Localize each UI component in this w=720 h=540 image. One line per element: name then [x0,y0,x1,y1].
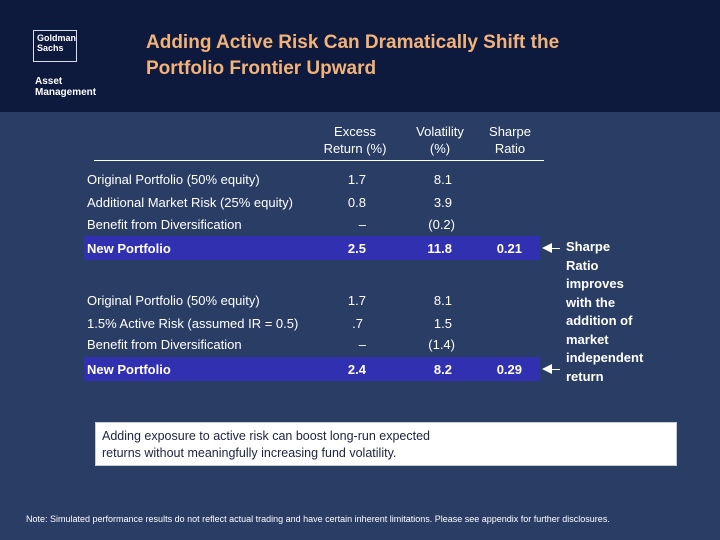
slide-body [0,112,720,540]
header-sharpe-line-2: Ratio [494,141,526,156]
new-portfolio-highlight-2 [84,357,540,381]
title-line-1: Adding Active Risk Can Dramatically Shif… [146,32,560,53]
logo-sub-line-1: Asset [35,76,63,87]
callout-line: independent [566,350,644,365]
cell-volatility: 3.9 [433,195,452,210]
callout-line: Ratio [566,257,599,273]
header-divider [94,160,544,161]
column-header-excess-return: Excess Return (%) [305,123,405,157]
header-vol-line-2: (%) [429,141,451,156]
row-label: Original Portfolio (50% equity) [87,293,260,308]
row-label: Benefit from Diversification [87,337,242,352]
total-label: New Portfolio [87,362,171,377]
cell-excess: – [358,217,366,232]
cell-volatility: (0.2) [428,217,455,232]
arrow-shaft [552,248,560,249]
slide-title: Adding Active Risk Can Dramatically Shif… [146,30,686,82]
callout-line: improves [566,276,624,291]
row-label: Benefit from Diversification [87,217,242,232]
row-label: 1.5% Active Risk (assumed IR = 0.5) [87,316,299,331]
column-header-volatility: Volatility (%) [400,123,480,157]
total-sharpe: 0.21 [496,241,522,256]
callout-line: return [566,368,604,384]
summary-line-2: returns without meaningfully increasing … [102,446,397,460]
cell-excess: 0.8 [347,195,366,210]
total-volatility: 11.8 [427,241,452,256]
callout-line: addition of [566,313,633,328]
header-bar: Goldman Sachs Asset Management Adding Ac… [0,0,720,112]
total-sharpe: 0.29 [496,362,522,377]
summary-line-1: Adding exposure to active risk can boost… [102,429,430,443]
callout-line: market [566,331,609,347]
header-vol-line-1: Volatility [416,124,464,139]
cell-excess: 1.7 [347,172,366,187]
summary-note-box: Adding exposure to active risk can boost… [95,422,677,466]
logo-sub-line-2: Management [35,87,97,98]
header-sharpe-line-1: Sharpe [489,124,531,139]
company-logo: Goldman Sachs [33,30,77,62]
header-excess-line-1: Excess [334,124,376,139]
callout-line: Sharpe [566,239,611,254]
cell-excess: 1.7 [347,293,366,308]
cell-volatility: 8.1 [433,172,452,187]
row-label: Additional Market Risk (25% equity) [87,195,293,210]
callout-line: with the [566,294,616,310]
logo-line-1: Goldman [37,33,77,43]
logo-line-2: Sachs [37,43,64,53]
disclosure-footnote: Note: Simulated performance results do n… [26,514,610,524]
column-header-sharpe: Sharpe Ratio [480,123,540,157]
title-line-2: Portfolio Frontier Upward [146,58,377,79]
arrow-left-icon [542,364,552,374]
cell-volatility: 1.5 [433,316,452,331]
sharpe-callout: Sharpe Ratio improves with the addition … [566,238,676,386]
total-excess: 2.5 [347,241,366,256]
new-portfolio-highlight-1 [84,236,540,260]
header-excess-line-2: Return (%) [323,141,387,156]
logo-subtitle: Asset Management [35,76,96,98]
cell-excess: .7 [352,316,363,331]
arrow-left-icon [542,243,552,253]
cell-excess: – [358,337,366,352]
row-label: Original Portfolio (50% equity) [87,172,260,187]
total-label: New Portfolio [87,241,171,256]
cell-volatility: (1.4) [428,337,455,352]
total-volatility: 8.2 [433,362,452,377]
cell-volatility: 8.1 [433,293,452,308]
arrow-shaft [552,369,560,370]
total-excess: 2.4 [347,362,366,377]
